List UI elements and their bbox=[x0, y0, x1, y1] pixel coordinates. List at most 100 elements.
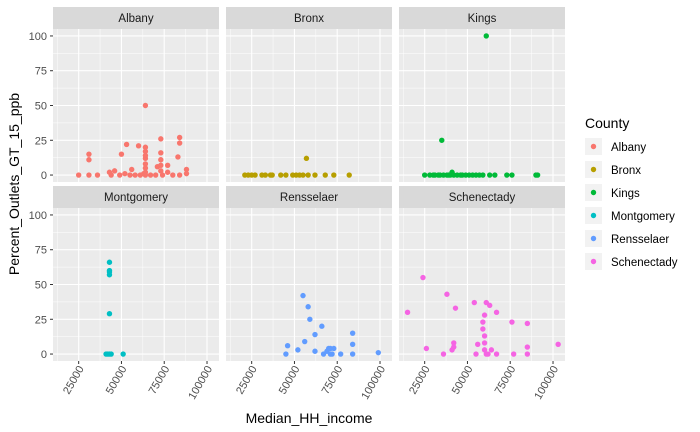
data-point-schenectady bbox=[555, 341, 561, 348]
data-point-schenectady bbox=[524, 320, 531, 327]
x-tick-label: 100000 bbox=[532, 364, 561, 402]
data-point-kings bbox=[534, 172, 541, 178]
data-point-schenectady bbox=[487, 302, 493, 309]
panel-bronx: Bronx bbox=[226, 7, 392, 182]
data-point-albany bbox=[135, 143, 142, 149]
data-point-schenectady bbox=[423, 345, 430, 352]
y-tick-label: 50 bbox=[35, 101, 47, 113]
y-tick-label: 25 bbox=[35, 314, 47, 326]
y-tick-label: 100 bbox=[29, 31, 47, 43]
data-point-albany bbox=[158, 136, 164, 142]
x-tick-label: 50000 bbox=[450, 364, 476, 396]
data-point-albany bbox=[158, 150, 164, 156]
legend-title: County bbox=[585, 115, 629, 131]
legend-label-montgomery: Montgomery bbox=[611, 211, 675, 223]
data-point-albany bbox=[122, 170, 128, 177]
panel-albany: Albany 0 25 50 75 100 bbox=[29, 7, 219, 182]
data-point-schenectady bbox=[510, 351, 517, 357]
data-point-rensselaer bbox=[312, 348, 318, 354]
data-point-bronx bbox=[262, 172, 269, 178]
legend-key-rensselaer bbox=[590, 235, 597, 242]
panel-kings: Kings bbox=[399, 7, 565, 182]
data-point-schenectady bbox=[524, 351, 531, 357]
data-point-albany bbox=[152, 172, 159, 178]
data-point-rensselaer bbox=[331, 345, 337, 352]
data-point-schenectady bbox=[471, 299, 477, 306]
legend-label-kings: Kings bbox=[611, 188, 640, 200]
data-point-albany bbox=[142, 148, 149, 155]
data-point-bronx bbox=[305, 172, 311, 178]
data-point-albany bbox=[117, 172, 123, 178]
data-point-albany bbox=[176, 172, 183, 178]
data-point-schenectady bbox=[480, 319, 486, 325]
data-point-schenectady bbox=[524, 344, 531, 350]
data-point-montgomery bbox=[106, 311, 113, 317]
strip-label-schenectady: Schenectady bbox=[449, 192, 516, 204]
data-point-kings bbox=[480, 172, 486, 178]
data-point-albany bbox=[123, 141, 130, 148]
data-point-albany bbox=[132, 172, 138, 178]
data-point-rensselaer bbox=[307, 316, 313, 322]
data-point-schenectady bbox=[475, 341, 481, 348]
data-point-albany bbox=[94, 172, 101, 178]
data-point-albany bbox=[183, 166, 190, 173]
data-point-albany bbox=[86, 157, 92, 163]
y-tick-label: 0 bbox=[41, 349, 47, 361]
legend-item-rensselaer: Rensselaer bbox=[585, 230, 669, 247]
legend-item-albany: Albany bbox=[585, 138, 646, 155]
data-point-albany bbox=[164, 169, 171, 175]
data-point-albany bbox=[183, 170, 190, 177]
strip-label-montgomery: Montgomery bbox=[104, 192, 168, 204]
data-point-rensselaer bbox=[302, 338, 308, 345]
data-point-rensselaer bbox=[375, 349, 382, 356]
data-point-rensselaer bbox=[337, 351, 344, 357]
y-tick-label: 75 bbox=[35, 66, 47, 78]
data-point-rensselaer bbox=[300, 292, 306, 299]
facet-panels: Albany 0 25 50 75 100 Bronx Kings Montgomery 0 25 5… bbox=[29, 7, 565, 402]
data-point-schenectady bbox=[451, 344, 457, 350]
x-tick-label: 25000 bbox=[61, 364, 87, 396]
y-tick-label: 0 bbox=[41, 170, 47, 182]
strip-label-bronx: Bronx bbox=[294, 13, 324, 25]
data-point-kings bbox=[487, 172, 493, 178]
legend-key-bronx bbox=[590, 166, 597, 173]
data-point-bronx bbox=[269, 172, 275, 178]
data-point-kings bbox=[421, 172, 428, 178]
data-point-schenectady bbox=[493, 309, 500, 316]
legend-label-albany: Albany bbox=[611, 142, 646, 154]
data-point-rensselaer bbox=[349, 330, 356, 336]
data-point-schenectady bbox=[481, 333, 488, 339]
data-point-albany bbox=[108, 172, 114, 178]
data-point-bronx bbox=[322, 172, 328, 178]
data-point-schenectady bbox=[440, 351, 447, 357]
data-point-schenectady bbox=[404, 309, 411, 316]
data-point-albany bbox=[142, 155, 149, 162]
legend-label-bronx: Bronx bbox=[611, 165, 641, 177]
data-point-rensselaer bbox=[349, 341, 356, 348]
legend-key-albany bbox=[590, 143, 597, 150]
data-point-schenectady bbox=[452, 305, 459, 311]
x-tick-label: 25000 bbox=[234, 364, 260, 396]
data-point-albany bbox=[176, 134, 183, 141]
data-point-albany bbox=[142, 161, 149, 167]
strip-label-albany: Albany bbox=[118, 13, 153, 25]
data-point-rensselaer bbox=[295, 347, 301, 353]
data-point-albany bbox=[86, 172, 92, 178]
data-point-schenectady bbox=[485, 351, 491, 357]
x-tick-label: 100000 bbox=[359, 364, 388, 402]
x-tick-label: 75000 bbox=[147, 364, 173, 396]
data-point-albany bbox=[118, 151, 125, 157]
data-point-albany bbox=[147, 172, 154, 178]
panel-montgomery: Montgomery 0 25 50 75 100 25000 50000 75000 10000… bbox=[29, 186, 219, 402]
data-point-montgomery bbox=[120, 351, 126, 357]
data-point-albany bbox=[86, 151, 92, 157]
strip-label-rensselaer: Rensselaer bbox=[280, 192, 338, 204]
data-point-albany bbox=[176, 140, 183, 146]
data-point-schenectady bbox=[444, 291, 450, 297]
data-point-bronx bbox=[303, 155, 310, 162]
data-point-rensselaer bbox=[319, 323, 325, 329]
strip-label-kings: Kings bbox=[468, 13, 497, 25]
strip-background bbox=[399, 186, 565, 208]
data-point-schenectady bbox=[481, 347, 488, 353]
